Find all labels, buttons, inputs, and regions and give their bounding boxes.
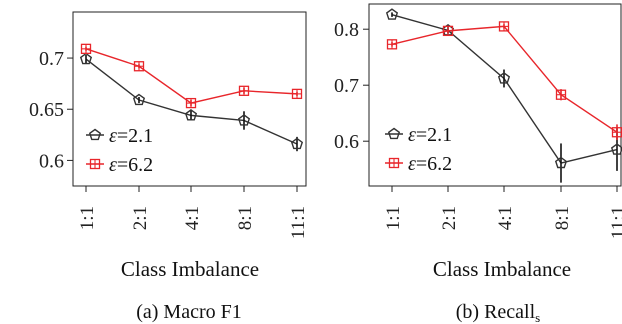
panel-a-point-0 <box>237 114 251 126</box>
panel-b-point-1 <box>498 21 510 32</box>
panel-a-xlabel: Class Imbalance <box>121 257 259 281</box>
panel-a-xtick-label: 2:1 <box>130 206 151 230</box>
panel-a-legend-label-1: ε=6.2 <box>109 154 153 176</box>
panel-a-point-1 <box>185 97 197 109</box>
panel-b-xtick-label: 8:1 <box>552 206 573 230</box>
panel-b-point-1 <box>442 25 454 37</box>
panel-b-point-1 <box>611 127 622 138</box>
panel-a-ytick-label: 0.7 <box>39 48 64 70</box>
panel-b-caption-main: (b) Recall <box>456 301 536 323</box>
panel-b-xlabel: Class Imbalance <box>433 257 571 281</box>
panel-a-caption: (a) Macro F1 <box>136 301 242 323</box>
panel-b-point-0 <box>610 143 622 155</box>
panel-a: 0.6 0.65 0.7 1:1 2:1 4:1 8:1 11:1 ε=2.1 ε=6.2 Cla… <box>29 11 309 323</box>
panel-b-point-0 <box>554 156 568 169</box>
panel-b-ytick-label: 0.7 <box>334 75 359 97</box>
panel-a-point-1 <box>133 61 145 72</box>
panel-a-legend-label-0: ε=2.1 <box>109 125 153 147</box>
panel-b-legend-label-1: ε=6.2 <box>408 153 452 175</box>
panel-b-legend-label-0: ε=2.1 <box>408 124 452 146</box>
panel-a-xtick-label: 1:1 <box>77 206 98 230</box>
panel-a-point-0 <box>132 93 146 106</box>
panel-a-xtick-label: 8:1 <box>235 206 256 230</box>
panel-b-point-0 <box>497 72 511 84</box>
panel-a-series-line-1 <box>85 48 298 104</box>
panel-b-xtick-label: 11:1 <box>608 206 622 239</box>
panel-a-legend-marker-0 <box>88 128 102 141</box>
panel-b-legend-marker-0 <box>387 127 401 140</box>
panel-a-ytick-label: 0.6 <box>39 150 64 172</box>
panel-b-ytick-label: 0.6 <box>334 131 359 153</box>
panel-a-marks: 0.6 0.65 0.7 1:1 2:1 4:1 8:1 11:1 ε=2.1 ε=6.2 <box>29 43 309 239</box>
panel-b-point-0 <box>385 8 399 20</box>
panel-a-point-1 <box>238 85 250 96</box>
panel-b-caption: (b) Recalls <box>456 301 540 324</box>
panel-a-xtick-label: 11:1 <box>288 206 309 239</box>
panel-b-point-1 <box>555 89 567 100</box>
panel-a-frame <box>72 11 307 187</box>
panel-a-legend-marker-1 <box>89 158 101 170</box>
panel-a-point-0 <box>79 52 93 65</box>
panel-a-point-1 <box>291 88 303 100</box>
panel-b-caption-sub: s <box>535 310 540 324</box>
panel-b-xtick-label: 4:1 <box>495 206 516 230</box>
panel-b-marks: 0.6 0.7 0.8 1:1 2:1 4:1 8:1 11:1 ε=2.1 ε=6.2 <box>334 8 622 239</box>
panel-b-frame <box>368 3 622 187</box>
panel-a-ytick-label: 0.65 <box>29 99 64 121</box>
panel-b-ytick-label: 0.8 <box>334 19 359 41</box>
panel-a-point-0 <box>184 109 198 121</box>
panel-b: 0.6 0.7 0.8 1:1 2:1 4:1 8:1 11:1 ε=2.1 ε=6.2 Clas… <box>334 3 622 324</box>
panel-a-point-0 <box>290 137 304 150</box>
panel-b-point-1 <box>386 39 398 50</box>
panel-b-legend-marker-1 <box>388 157 400 169</box>
panel-a-point-1 <box>80 43 92 54</box>
panel-a-xtick-label: 4:1 <box>182 206 203 230</box>
panel-b-xtick-label: 2:1 <box>439 206 460 230</box>
panel-b-xtick-label: 1:1 <box>383 206 404 230</box>
